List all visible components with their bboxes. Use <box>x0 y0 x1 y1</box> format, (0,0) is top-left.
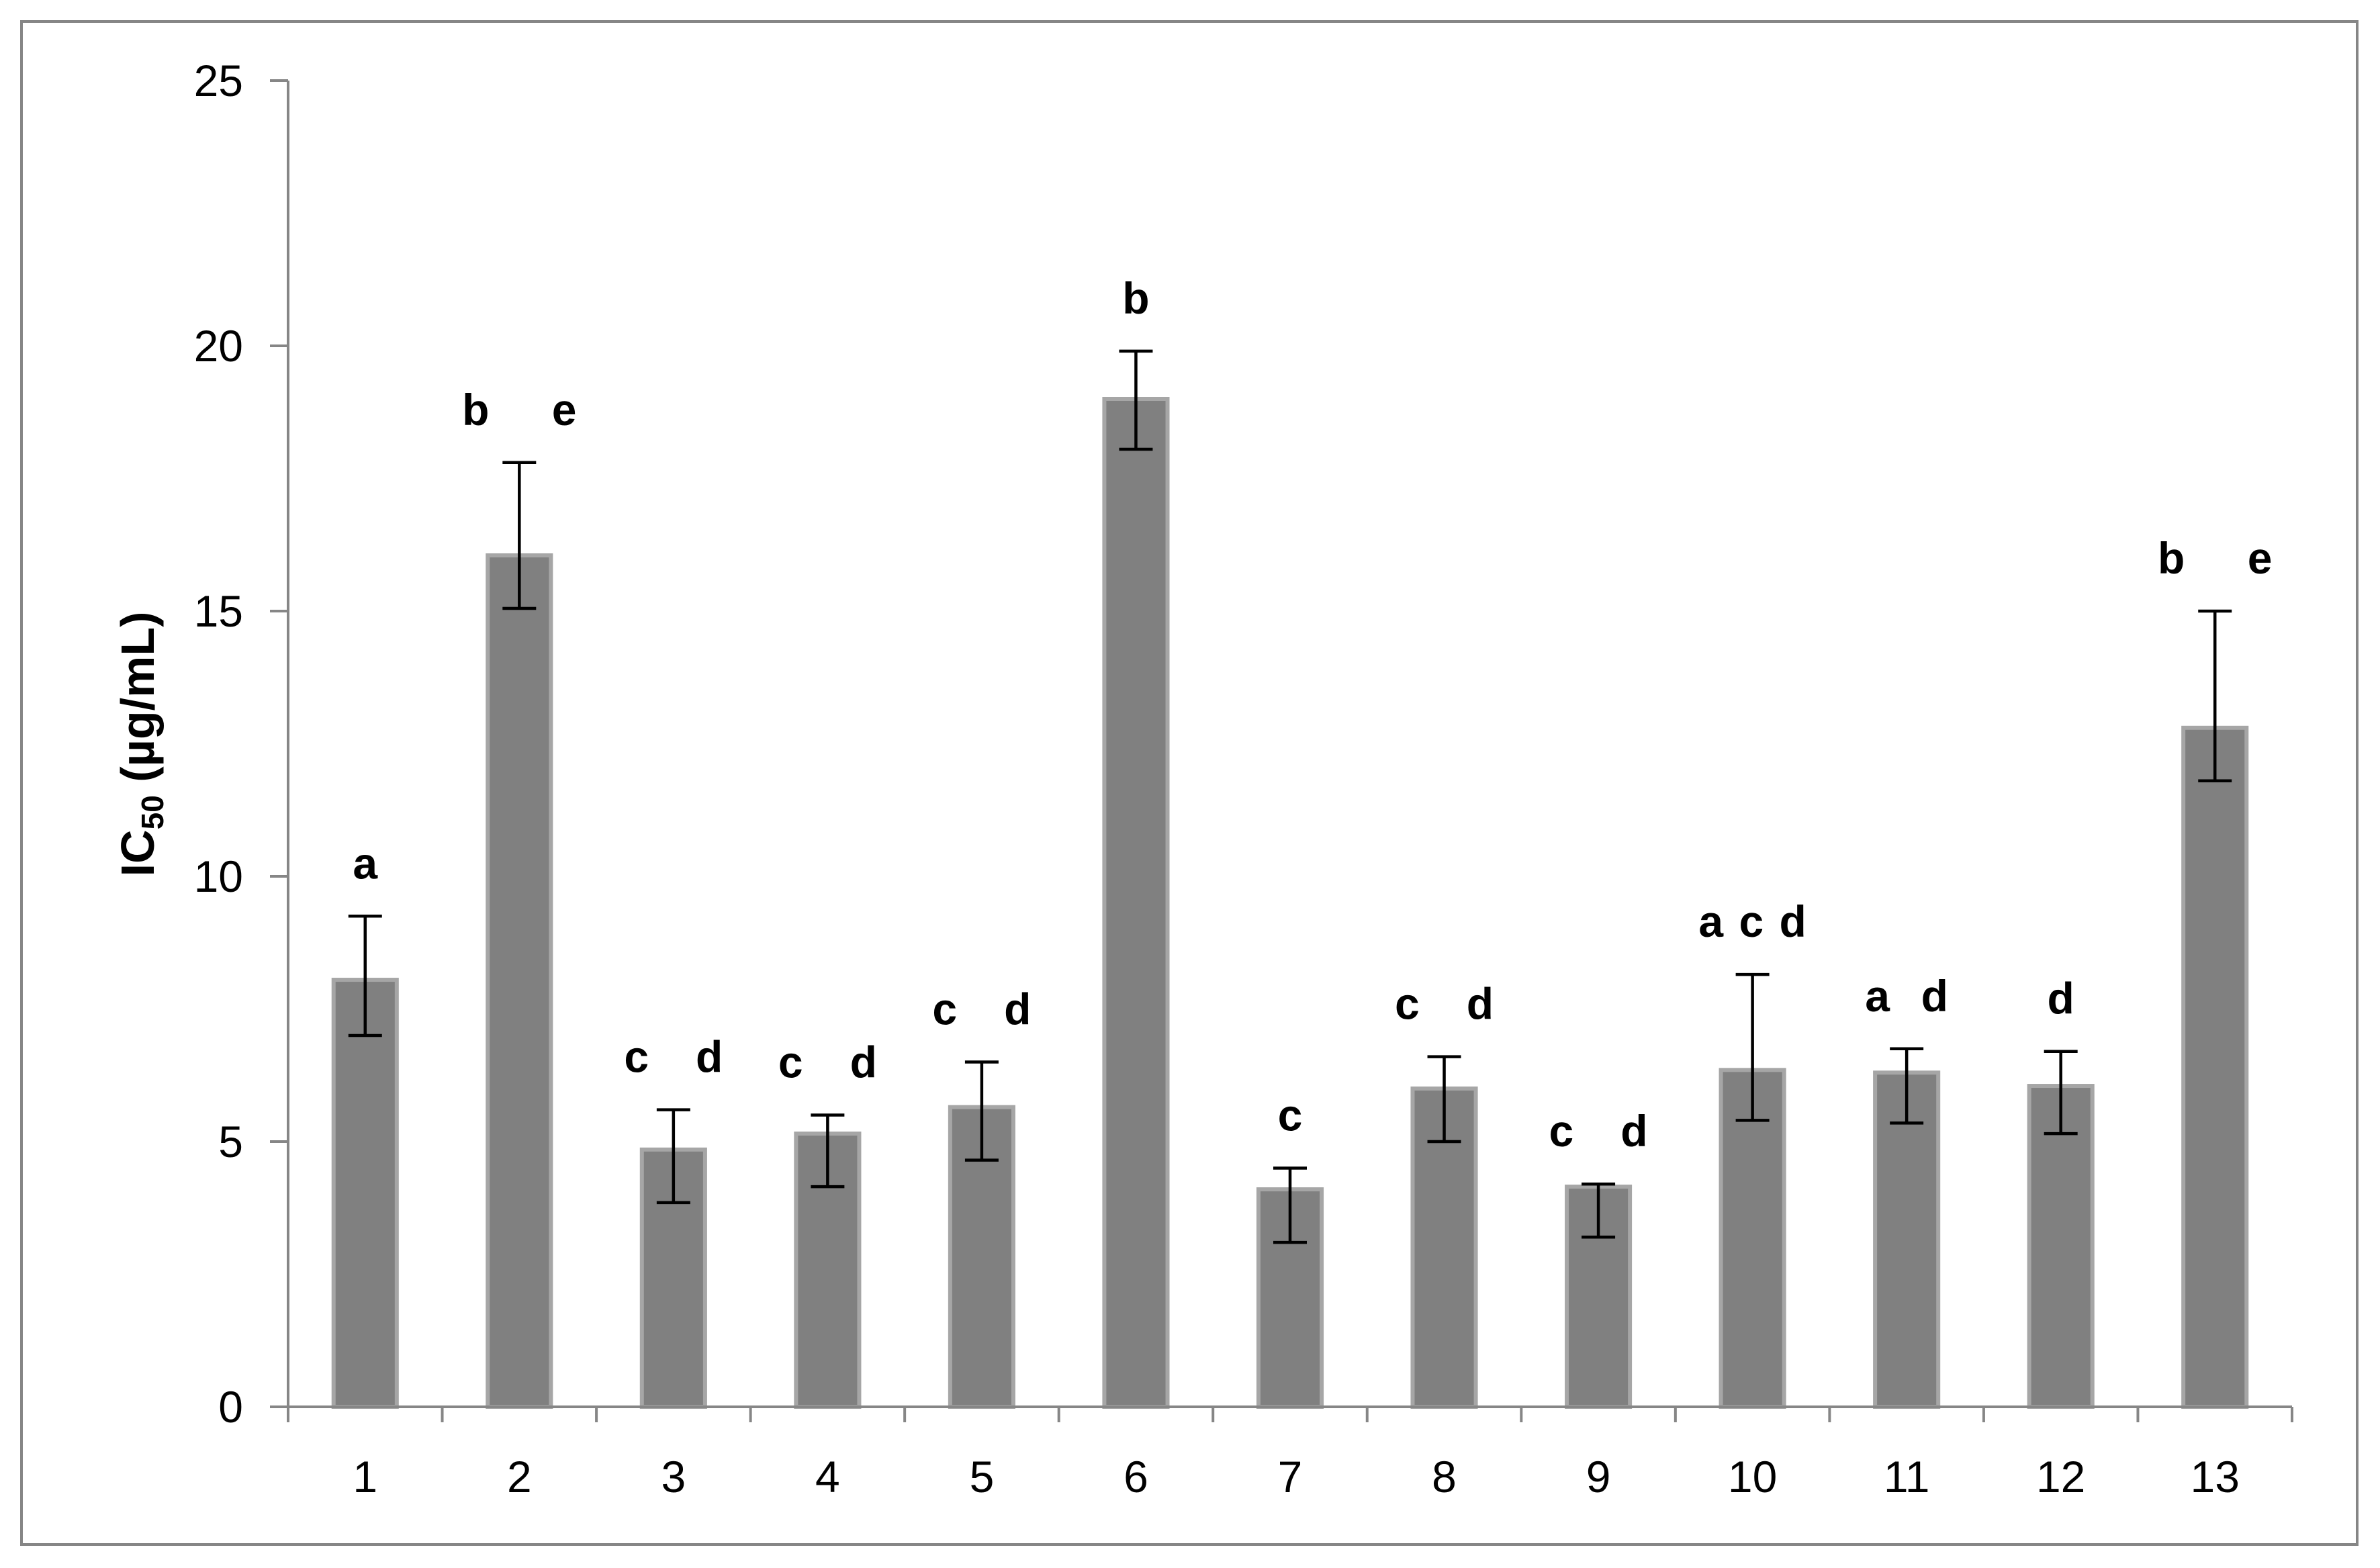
y-tick-label: 0 <box>218 1382 243 1432</box>
y-axis-label: IC50 (µg/mL) <box>111 612 170 877</box>
y-tick-label: 25 <box>194 56 243 105</box>
chart-frame <box>20 20 2359 1546</box>
error-bar-12 <box>2044 1050 2078 1136</box>
error-bars <box>348 349 2232 1244</box>
significance-letter-2: b e <box>462 385 576 434</box>
significance-letter-3: c d <box>624 1032 723 1082</box>
significance-letter-6: b <box>1122 273 1149 323</box>
x-tick-label: 4 <box>815 1452 840 1502</box>
bar-10 <box>1719 1068 1786 1409</box>
y-tick-label: 5 <box>218 1117 243 1166</box>
significance-letter-8: c d <box>1395 979 1494 1029</box>
x-tick-label: 5 <box>970 1452 995 1502</box>
x-tick-label: 1 <box>353 1452 377 1502</box>
significance-letter-9: c d <box>1549 1106 1648 1156</box>
significance-letter-4: c d <box>778 1037 877 1087</box>
x-tick-label: 2 <box>507 1452 532 1502</box>
x-tick-label: 8 <box>1432 1452 1457 1502</box>
bar-11 <box>1873 1070 1941 1410</box>
x-tick-label: 11 <box>1884 1452 1930 1502</box>
y-axis-label-unit: (µg/mL) <box>111 612 164 796</box>
error-bar-5 <box>964 1060 999 1162</box>
bar-13 <box>2181 725 2249 1410</box>
y-tick-label: 20 <box>194 321 243 371</box>
error-bar-6 <box>1119 349 1153 451</box>
x-tick-label: 3 <box>661 1452 686 1502</box>
y-axis-label-subscript: 50 <box>135 795 170 829</box>
error-bar-9 <box>1582 1182 1616 1239</box>
x-tick-label: 10 <box>1728 1452 1777 1502</box>
significance-letter-12: d <box>2048 974 2074 1023</box>
y-ticks: 0 5 10 15 20 25 <box>194 56 288 1432</box>
x-tick-label: 6 <box>1124 1452 1148 1502</box>
error-bar-4 <box>811 1113 845 1189</box>
x-ticks: 1 2 3 4 5 6 7 8 9 10 11 12 13 <box>287 1407 2293 1502</box>
error-bar-2 <box>502 461 537 610</box>
error-bar-10 <box>1735 972 1770 1122</box>
significance-letter-7: c <box>1278 1091 1303 1140</box>
significance-letters: a b e c d c d c d b c c d c d a c d a d d b e <box>353 273 2272 1156</box>
x-tick-label: 7 <box>1278 1452 1303 1502</box>
bar-2 <box>486 553 553 1409</box>
error-bar-13 <box>2198 609 2232 783</box>
error-bar-7 <box>1273 1166 1307 1244</box>
x-tick-label: 9 <box>1586 1452 1611 1502</box>
significance-letter-10: a c d <box>1698 896 1806 946</box>
y-axis-label-main: IC <box>111 829 164 876</box>
bar-1 <box>331 978 399 1410</box>
y-tick-label: 15 <box>194 586 243 636</box>
significance-letter-11: a d <box>1865 971 1948 1021</box>
y-tick-label: 10 <box>194 851 243 901</box>
bar-6 <box>1102 397 1170 1409</box>
significance-letter-13: b e <box>2158 533 2272 583</box>
x-tick-label: 12 <box>2036 1452 2085 1502</box>
error-bar-8 <box>1427 1055 1461 1144</box>
significance-letter-1: a <box>353 838 378 888</box>
error-bar-1 <box>348 915 382 1037</box>
x-tick-label: 13 <box>2191 1452 2240 1502</box>
error-bar-3 <box>656 1108 690 1205</box>
significance-letter-5: c d <box>932 984 1031 1034</box>
bar-3 <box>639 1147 707 1409</box>
error-bar-11 <box>1890 1047 1924 1125</box>
